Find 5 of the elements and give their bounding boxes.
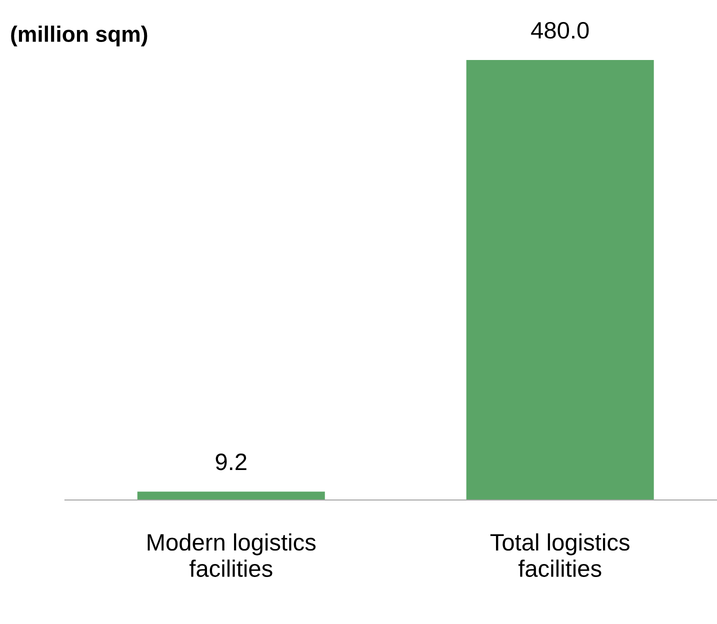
x-tick-label: Total logistics facilities xyxy=(490,533,630,577)
x-tick-label: Modern logistics facilities xyxy=(148,533,316,577)
y-axis-title: (million sqm) xyxy=(11,26,148,46)
data-label: 480.0 xyxy=(531,22,589,39)
data-label: 9.2 xyxy=(216,454,246,470)
